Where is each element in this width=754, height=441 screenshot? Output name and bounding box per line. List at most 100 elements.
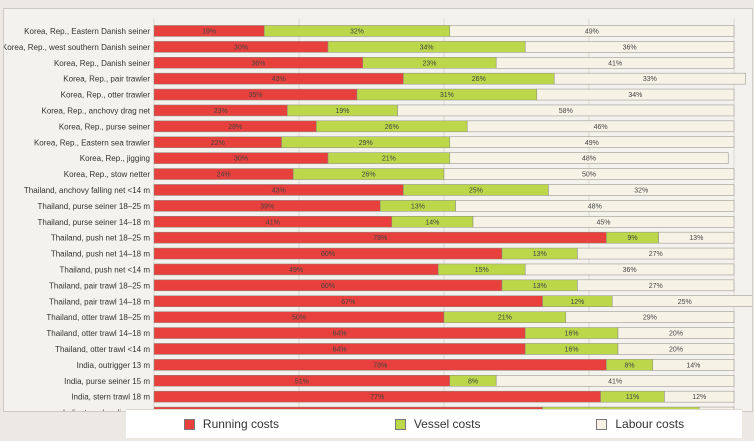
category-label: Thailand, otter trawl <14 m: [55, 345, 150, 354]
category-label: Thailand, purse seiner 18–25 m: [37, 202, 150, 211]
data-label: 12%: [570, 299, 584, 306]
legend-label-vessel: Vessel costs: [413, 417, 481, 431]
data-label: 25%: [469, 187, 483, 194]
data-label: 22%: [211, 140, 225, 147]
legend-item-labour: Labour costs: [596, 417, 684, 431]
legend-swatch-vessel: [394, 418, 406, 430]
data-label: 49%: [289, 267, 303, 274]
bar-segment-labour: [524, 263, 735, 276]
data-label: 50%: [582, 172, 596, 179]
data-label: 60%: [321, 283, 335, 290]
category-label: Korea, Rep., otter trawler: [61, 91, 151, 100]
legend-label-running: Running costs: [202, 417, 279, 431]
data-label: 20%: [669, 346, 683, 353]
bar-segment-labour: [495, 375, 735, 387]
data-label: 20%: [669, 331, 683, 338]
category-label: Thailand, push net <14 m: [59, 265, 150, 274]
data-label: 13%: [533, 283, 547, 290]
data-label: 35%: [248, 92, 262, 99]
data-label: 28%: [228, 124, 242, 131]
bar-segment-labour: [611, 295, 752, 307]
category-label: Korea, Rep., pair trawler: [63, 75, 150, 84]
data-label: 41%: [608, 60, 622, 67]
data-label: 36%: [623, 44, 637, 51]
category-label: India, outrigger 13 m: [77, 361, 151, 370]
data-label: 78%: [373, 362, 387, 369]
data-label: 49%: [585, 140, 599, 147]
category-label: India, purse seiner 15 m: [64, 377, 150, 386]
category-label: Thailand, push net 18–25 m: [51, 234, 151, 243]
data-label: 16%: [565, 346, 579, 353]
category-label: Thailand, otter trawl 14–18 m: [46, 329, 150, 338]
bar-segment-labour: [466, 120, 735, 133]
data-label: 32%: [350, 28, 364, 35]
data-label: 25%: [678, 299, 692, 306]
data-label: 13%: [689, 235, 703, 242]
data-label: 16%: [565, 331, 579, 338]
data-label: 58%: [559, 108, 573, 115]
data-label: 45%: [596, 219, 610, 226]
category-label: India, tuna longline 36 m: [63, 409, 151, 411]
bar-segment-labour: [617, 343, 735, 355]
data-label: 67%: [341, 299, 355, 306]
data-label: 15%: [475, 267, 489, 274]
category-label: Korea, Rep., Danish seiner: [54, 59, 150, 68]
legend-swatch-running: [183, 418, 195, 430]
category-label: Korea, Rep., anchovy drag net: [41, 106, 150, 115]
category-label: Thailand, pair trawl 18–25 m: [49, 281, 150, 290]
data-label: 19%: [202, 28, 216, 35]
data-label: 26%: [385, 124, 399, 131]
data-label: 14%: [686, 362, 700, 369]
data-label: 19%: [335, 108, 349, 115]
data-label: 32%: [634, 187, 648, 194]
data-label: 11%: [626, 394, 640, 401]
bar-segment-labour: [449, 25, 735, 37]
category-label: Korea, Rep., stow netter: [64, 170, 151, 179]
data-label: 26%: [362, 172, 376, 179]
bar-segment-labour: [548, 184, 735, 196]
legend-item-running: Running costs: [183, 417, 279, 431]
data-label: 48%: [582, 156, 596, 163]
data-label: 27%: [649, 251, 663, 258]
data-label: 64%: [333, 331, 347, 338]
data-label: 8%: [468, 378, 478, 385]
data-label: 46%: [594, 124, 608, 131]
bar-segment-labour: [652, 359, 735, 371]
category-label: India, stern trawl 18 m: [71, 393, 150, 402]
bar-segment-labour: [449, 136, 735, 148]
bar-segment-labour: [565, 311, 735, 323]
category-label: Korea, Rep., Eastern Danish seiner: [24, 27, 150, 36]
data-label: 21%: [382, 156, 396, 163]
data-label: 9%: [627, 235, 637, 242]
data-label: 36%: [623, 267, 637, 274]
bar-segment-labour: [443, 168, 735, 180]
data-label: 30%: [234, 156, 248, 163]
data-label: 49%: [585, 28, 599, 35]
data-label: 23%: [422, 60, 436, 67]
bar-segment-labour: [455, 200, 735, 212]
legend-label-labour: Labour costs: [615, 417, 685, 431]
bar-segment-labour: [524, 41, 735, 53]
data-label: 41%: [608, 378, 622, 385]
bar-segment-labour: [495, 57, 735, 69]
category-label: Thailand, pair trawl 14–18 m: [49, 297, 150, 306]
data-label: 60%: [321, 251, 335, 258]
stacked-bar-chart: Korea, Rep., Eastern Danish seiner 19% 32%…: [4, 19, 752, 411]
data-label: 27%: [649, 283, 663, 290]
data-label: 41%: [266, 219, 280, 226]
bar-segment-labour: [658, 231, 735, 244]
bar-segment-labour: [617, 327, 735, 339]
category-label: Korea, Rep., Eastern sea trawler: [34, 138, 150, 147]
category-label: Korea, Rep., west southern Danish seiner: [4, 43, 150, 52]
data-label: 12%: [692, 394, 706, 401]
data-label: 24%: [217, 172, 231, 179]
data-label: 30%: [234, 44, 248, 51]
data-label: 13%: [411, 203, 425, 210]
bar-segment-labour: [536, 88, 735, 101]
data-label: 78%: [373, 235, 387, 242]
legend-swatch-labour: [596, 418, 608, 430]
bar-segment-labour: [577, 279, 735, 292]
bar-segment-labour: [449, 152, 729, 164]
category-label: Thailand, purse seiner 14–18 m: [37, 218, 150, 227]
